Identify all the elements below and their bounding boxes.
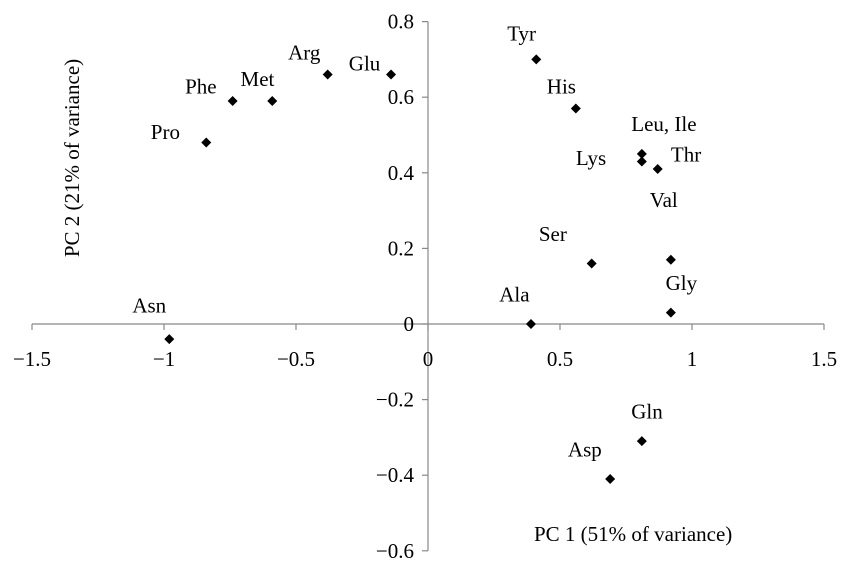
x-tick-label: 0.5 <box>547 347 573 371</box>
y-tick-label: −0.6 <box>376 539 414 563</box>
x-ticks: −1.5 −1 −0.5 0 0.5 1 1.5 <box>13 324 837 371</box>
point-label: Phe <box>185 74 217 98</box>
point-label: Lys <box>576 146 606 170</box>
scatter-point <box>386 69 397 80</box>
scatter-point <box>227 95 238 106</box>
x-tick-label: −1 <box>153 347 175 371</box>
scatter-point <box>525 319 536 329</box>
point-label: Pro <box>151 120 180 144</box>
y-tick-label: 0.2 <box>388 236 414 260</box>
scatter-point <box>267 95 278 106</box>
scatter-point <box>586 258 597 269</box>
point-label: Asp <box>568 437 602 461</box>
x-tick-label: −1.5 <box>13 347 51 371</box>
scatter-point <box>201 137 212 148</box>
scatter-point <box>665 254 676 265</box>
y-tick-label: 0.6 <box>388 85 414 109</box>
scatter-point <box>531 54 542 65</box>
scatter-point <box>322 69 333 80</box>
scatter-point <box>665 307 676 318</box>
point-label: Gly <box>666 271 698 295</box>
point-labels: Tyr His Leu, Ile Lys Thr Val Ser Gly Ala Gln Asp As… <box>132 22 701 462</box>
scatter-point <box>636 148 647 159</box>
point-label: Val <box>650 188 678 212</box>
point-label: Ala <box>499 282 530 306</box>
y-tick-label: 0.4 <box>388 161 415 185</box>
scatter-point <box>636 436 647 447</box>
y-ticks: −0.6 −0.4 −0.2 0 0.2 0.4 0.6 0.8 <box>376 10 428 563</box>
scatter-point <box>636 156 647 167</box>
point-label: Asn <box>132 294 166 318</box>
x-tick-label: 0 <box>423 347 434 371</box>
x-axis-label: PC 1 (51% of variance) <box>534 522 732 546</box>
y-axis-label: PC 2 (21% of variance) <box>60 59 84 257</box>
point-label: His <box>547 74 576 98</box>
scatter-point <box>652 164 663 175</box>
scatter-point <box>570 103 581 114</box>
point-label: Leu, Ile <box>631 112 696 136</box>
scatter-point <box>605 473 616 484</box>
point-label: Glu <box>349 52 381 76</box>
point-label: Thr <box>671 142 701 166</box>
point-label: Met <box>241 67 275 91</box>
scatter-point <box>164 334 175 345</box>
point-label: Ser <box>539 222 567 246</box>
x-tick-label: −0.5 <box>277 347 315 371</box>
point-label: Gln <box>631 400 663 424</box>
y-tick-label: −0.4 <box>376 463 415 487</box>
y-tick-label: −0.2 <box>376 388 414 412</box>
x-tick-label: 1 <box>687 347 698 371</box>
point-label: Arg <box>288 40 321 64</box>
x-tick-label: 1.5 <box>811 347 837 371</box>
y-tick-label: 0.8 <box>388 10 414 34</box>
y-tick-label: 0 <box>404 312 415 336</box>
point-label: Tyr <box>507 22 536 46</box>
data-points <box>164 54 676 484</box>
